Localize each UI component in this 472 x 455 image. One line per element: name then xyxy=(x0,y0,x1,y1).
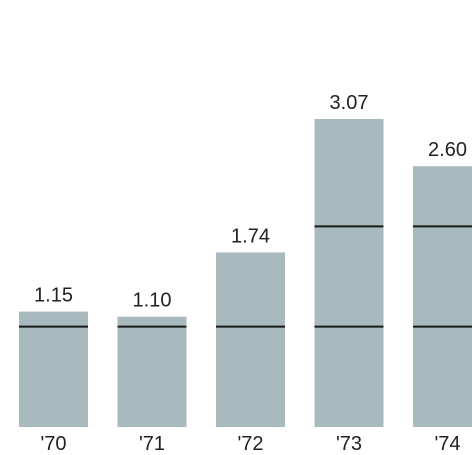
value-label-4: 2.60 xyxy=(428,139,467,161)
reference-lines-group xyxy=(19,225,472,328)
bar-1 xyxy=(117,316,187,427)
value-label-3: 3.07 xyxy=(330,92,369,114)
bar-0 xyxy=(19,311,88,427)
x-tick-label-3: '73 xyxy=(336,433,362,455)
value-label-1: 1.10 xyxy=(133,290,172,312)
x-tick-labels-group: '70 '71 '72 '73 '74 xyxy=(40,433,460,455)
value-labels-group: 1.15 1.10 1.74 3.07 2.60 xyxy=(34,92,467,312)
bar-3 xyxy=(314,119,384,427)
x-tick-label-2: '72 xyxy=(237,433,263,455)
x-tick-label-1: '71 xyxy=(139,433,165,455)
bars-group xyxy=(19,119,472,428)
bar-2 xyxy=(216,252,285,427)
value-label-2: 1.74 xyxy=(231,225,270,247)
bar-4 xyxy=(413,166,472,428)
x-tick-label-0: '70 xyxy=(40,433,66,455)
value-label-0: 1.15 xyxy=(34,285,73,307)
x-tick-label-4: '74 xyxy=(434,433,460,455)
